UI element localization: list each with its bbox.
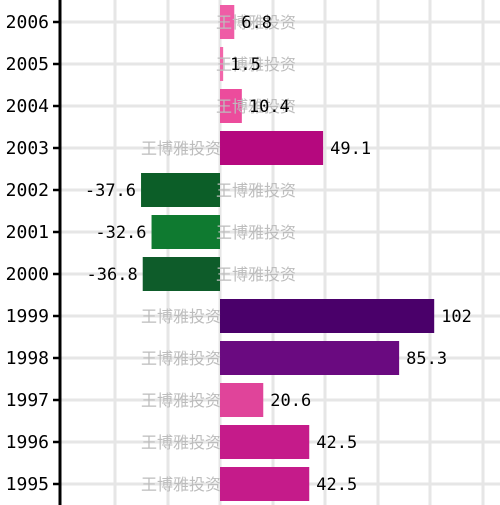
bar-1998 <box>220 341 400 375</box>
watermark-text: 王博雅投资 <box>141 433 221 452</box>
watermark-text: 王博雅投资 <box>216 265 296 284</box>
watermark-text: 王博雅投资 <box>216 223 296 242</box>
y-tick-label: 1998 <box>6 348 49 369</box>
data-label: -32.6 <box>95 223 146 243</box>
bar-1996 <box>220 425 310 459</box>
data-label: 42.5 <box>316 433 357 453</box>
data-label: 6.8 <box>241 13 272 33</box>
data-label: -36.8 <box>87 265 138 285</box>
y-axis: 1995 1996 1997 1998 1999 2000 2001 2002 2003 2004… <box>6 0 62 505</box>
data-label: 49.1 <box>330 139 371 159</box>
watermark-text: 王博雅投资 <box>141 349 221 368</box>
watermark-text: 王博雅投资 <box>141 307 221 326</box>
bar-2006 <box>220 5 235 39</box>
y-tick-label: 2005 <box>6 54 49 75</box>
watermark-text: 王博雅投资 <box>141 139 221 158</box>
bar-1997 <box>220 383 264 417</box>
y-tick-label: 2003 <box>6 138 49 159</box>
y-tick-label: 1996 <box>6 432 49 453</box>
y-tick-label: 2002 <box>6 180 49 201</box>
y-tick-label: 2000 <box>6 264 49 285</box>
bar-2004 <box>220 89 242 123</box>
watermark-text: 王博雅投资 <box>141 475 221 494</box>
data-label: -37.6 <box>85 181 136 201</box>
bar-1995 <box>220 467 310 501</box>
y-tick-label: 1995 <box>6 474 49 495</box>
bar-2000 <box>142 257 220 291</box>
bar-1999 <box>220 299 435 333</box>
y-tick-label: 2006 <box>6 12 49 33</box>
watermark-text: 王博雅投资 <box>216 13 296 32</box>
y-tick-label: 2004 <box>6 96 49 117</box>
data-label: 102 <box>441 307 472 327</box>
watermarks: 王博雅投资王博雅投资王博雅投资王博雅投资王博雅投资王博雅投资王博雅投资王博雅投资… <box>141 13 296 494</box>
value-labels: 42.5 42.5 20.6 85.3 102 -36.8 -32.6 -37.6 49.1 10… <box>85 13 472 495</box>
data-label: 10.4 <box>249 97 290 117</box>
bar-2001 <box>151 215 220 249</box>
data-label: 1.5 <box>230 55 261 75</box>
bar-2005 <box>220 47 224 81</box>
bar-2002 <box>141 173 220 207</box>
y-tick-label: 1997 <box>6 390 49 411</box>
bar-2003 <box>220 131 324 165</box>
watermark-text: 王博雅投资 <box>216 97 296 116</box>
data-label: 42.5 <box>316 475 357 495</box>
data-label: 20.6 <box>270 391 311 411</box>
data-label: 85.3 <box>406 349 447 369</box>
y-tick-label: 1999 <box>6 306 49 327</box>
watermark-text: 王博雅投资 <box>141 391 221 410</box>
watermark-text: 王博雅投资 <box>216 55 296 74</box>
bars <box>141 5 435 501</box>
y-tick-label: 2001 <box>6 222 49 243</box>
watermark-text: 王博雅投资 <box>216 181 296 200</box>
